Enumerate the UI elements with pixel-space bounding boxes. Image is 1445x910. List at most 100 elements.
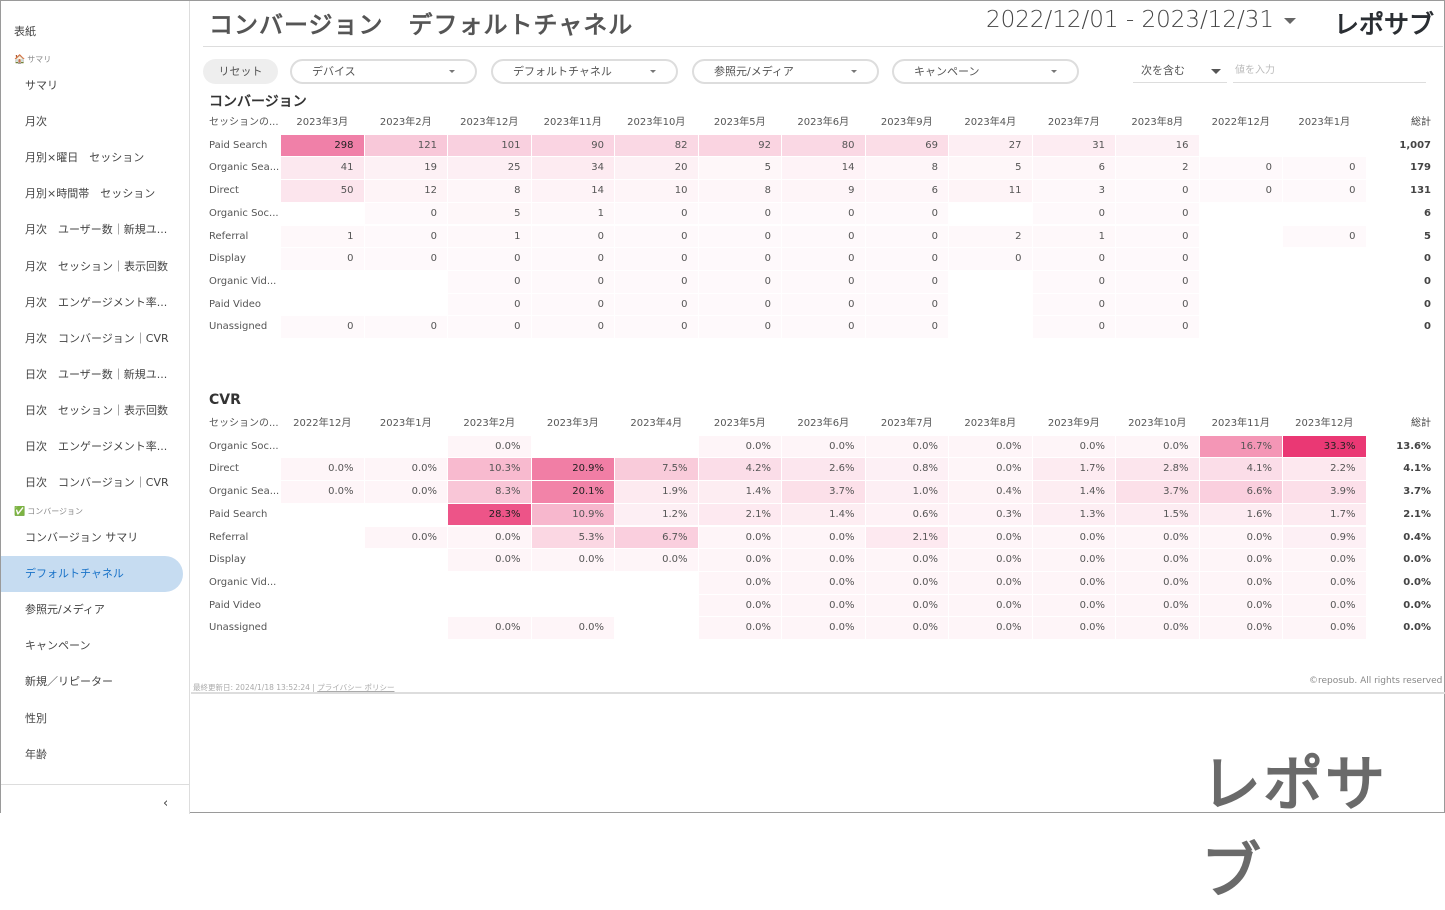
- sidebar-item[interactable]: 日次 ユーザー数｜新規ユ...: [25, 367, 168, 381]
- table-cell: 0: [698, 293, 781, 316]
- channel-filter[interactable]: デフォルトチャネル: [491, 59, 678, 84]
- table-cell: [949, 203, 1032, 225]
- date-range-picker[interactable]: 2022/12/01 - 2023/12/31: [986, 7, 1275, 33]
- reset-button[interactable]: リセット: [203, 59, 278, 84]
- table-cell: 0.0%: [949, 458, 1032, 481]
- column-header[interactable]: 2023年1月: [1298, 117, 1351, 128]
- sidebar-item[interactable]: 月次 セッション｜表示回数: [25, 259, 168, 273]
- page-title: コンバージョン デフォルトチャネル: [209, 11, 634, 39]
- column-header[interactable]: 2023年3月: [296, 117, 349, 128]
- column-header[interactable]: 2023年9月: [880, 117, 933, 128]
- column-header[interactable]: 2023年9月: [1047, 418, 1100, 429]
- column-header[interactable]: 2023年5月: [713, 418, 766, 429]
- sidebar-item[interactable]: コンバージョン サマリ: [25, 531, 139, 544]
- table-row: Organic Soc... 0 5 1 0 0 0 0 0 0 6: [201, 202, 1436, 226]
- table-cell: 0: [615, 316, 698, 338]
- table-cell: [365, 549, 448, 571]
- table-cell: 20: [615, 157, 698, 180]
- sidebar-item[interactable]: 参照元/メディア: [25, 603, 105, 617]
- sidebar-item[interactable]: 月別×曜日 セッション: [25, 151, 145, 165]
- table-cell: 1.0%: [865, 481, 948, 503]
- table-cell: 3.9%: [1283, 481, 1366, 503]
- table-cell: 0.0%: [782, 571, 865, 594]
- collapse-sidebar-button[interactable]: ‹: [163, 796, 169, 811]
- match-type-select[interactable]: 次を含む: [1133, 59, 1227, 83]
- column-header[interactable]: 2023年4月: [964, 117, 1017, 128]
- column-header[interactable]: 2023年7月: [880, 418, 933, 429]
- column-header[interactable]: 2023年11月: [1211, 418, 1270, 429]
- column-header[interactable]: 2023年1月: [379, 418, 432, 429]
- column-header[interactable]: 2022年12月: [1211, 117, 1270, 128]
- column-header[interactable]: 2023年10月: [1128, 418, 1187, 429]
- column-header[interactable]: 2023年2月: [379, 117, 432, 128]
- column-header[interactable]: 2023年11月: [543, 117, 602, 128]
- table-cell: [1200, 294, 1283, 316]
- sidebar-item-cover[interactable]: 表紙: [14, 25, 36, 38]
- sidebar-item[interactable]: 日次 セッション｜表示回数: [25, 403, 168, 417]
- sidebar-item[interactable]: 新規／リピーター: [25, 675, 113, 689]
- table-cell: 0.0%: [1116, 571, 1199, 594]
- sidebar-item[interactable]: 日次 コンバージョン｜CVR: [25, 476, 169, 490]
- dimension-header[interactable]: セッションの...: [209, 418, 279, 429]
- column-header[interactable]: 2023年2月: [463, 418, 516, 429]
- column-header[interactable]: 2022年12月: [293, 418, 352, 429]
- source-medium-filter[interactable]: 参照元/メディア: [692, 59, 879, 84]
- sidebar-item[interactable]: 月次 コンバージョン｜CVR: [25, 331, 169, 345]
- table-cell: 0: [865, 225, 948, 248]
- table-cell: 3.7%: [782, 481, 865, 503]
- column-header[interactable]: 2023年5月: [713, 117, 766, 128]
- sidebar-item[interactable]: キャンペーン: [25, 639, 91, 653]
- table-cell: [949, 271, 1032, 293]
- column-header[interactable]: 2023年6月: [797, 117, 850, 128]
- sidebar-item[interactable]: 月次 エンゲージメント率...: [25, 295, 168, 309]
- sidebar-item[interactable]: 月別×時間帯 セッション: [25, 187, 156, 201]
- table-cell: 9: [782, 180, 865, 202]
- column-header[interactable]: 2023年6月: [797, 418, 850, 429]
- table-cell: 0.0%: [865, 549, 948, 571]
- column-header[interactable]: 2023年10月: [627, 117, 686, 128]
- row-total: 0.0%: [1403, 576, 1431, 588]
- sidebar-item[interactable]: デフォルトチャネル: [1, 556, 183, 593]
- device-filter[interactable]: デバイス: [290, 59, 477, 84]
- caret-down-icon: [449, 70, 455, 73]
- dimension-header[interactable]: セッションの...: [209, 117, 279, 128]
- table-cell: [532, 436, 615, 458]
- table-cell: [365, 504, 448, 526]
- column-header[interactable]: 2023年8月: [1131, 117, 1184, 128]
- column-header[interactable]: 2023年7月: [1047, 117, 1100, 128]
- column-header[interactable]: 2023年12月: [460, 117, 519, 128]
- table-cell: 0.0%: [698, 526, 781, 549]
- column-header[interactable]: 2023年8月: [964, 418, 1017, 429]
- filter-value-input[interactable]: [1233, 59, 1426, 83]
- table-cell: 1.7%: [1283, 503, 1366, 526]
- sidebar-item[interactable]: 月次: [25, 115, 47, 129]
- table-cell: 0: [281, 316, 364, 338]
- sidebar-item[interactable]: 月次 ユーザー数｜新規ユ...: [25, 223, 168, 237]
- sidebar-item[interactable]: 性別: [25, 711, 47, 725]
- sidebar-item[interactable]: サマリ: [25, 79, 58, 92]
- table-cell: 0.0%: [1199, 526, 1282, 549]
- table-row: Unassigned 0 0 0 0 0 0 0 0 0 0 0: [201, 316, 1436, 339]
- table-cell: 101: [448, 134, 531, 157]
- row-total: 1,007: [1399, 139, 1431, 151]
- campaign-filter[interactable]: キャンペーン: [892, 59, 1079, 84]
- row-label: Organic Soc...: [209, 440, 279, 452]
- total-header[interactable]: 総計: [1411, 418, 1431, 429]
- chevron-down-icon[interactable]: [1284, 18, 1296, 24]
- privacy-policy-link[interactable]: プライバシー ポリシー: [317, 683, 395, 692]
- column-header[interactable]: 2023年12月: [1295, 418, 1354, 429]
- table-cell: 1: [1032, 225, 1115, 248]
- column-header[interactable]: 2023年3月: [546, 418, 599, 429]
- sidebar-item[interactable]: 日次 エンゲージメント率...: [25, 440, 168, 453]
- table-cell: 80: [782, 134, 865, 157]
- table-cell: 4.1%: [1199, 458, 1282, 481]
- table-cell: 0: [698, 202, 781, 225]
- table-cell: 0.0%: [949, 526, 1032, 549]
- total-header[interactable]: 総計: [1411, 117, 1431, 128]
- table-cell: 8.3%: [448, 481, 531, 503]
- table-cell: [1200, 316, 1283, 338]
- table-cell: [615, 436, 698, 458]
- main-content: コンバージョン デフォルトチャネル 2022/12/01 - 2023/12/3…: [191, 1, 1445, 907]
- column-header[interactable]: 2023年4月: [630, 418, 683, 429]
- sidebar-item[interactable]: 年齢: [25, 747, 47, 761]
